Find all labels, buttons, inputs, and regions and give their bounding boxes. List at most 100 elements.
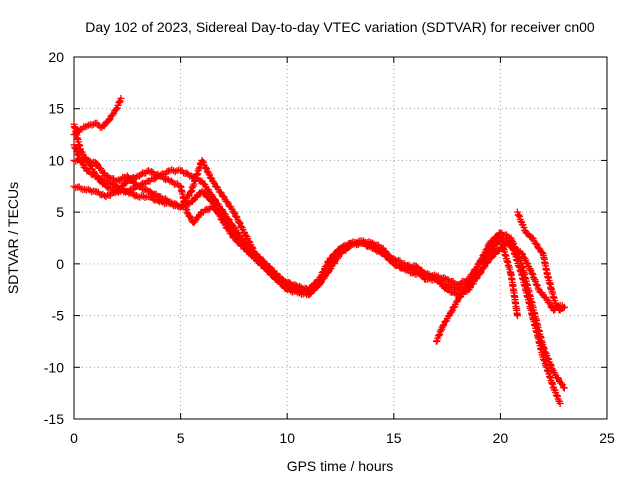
data-point-trail	[70, 123, 84, 153]
data-point-marker	[513, 312, 521, 320]
data-point-marker	[560, 303, 568, 311]
data-point-marker	[556, 399, 564, 407]
data-point-marker	[526, 265, 534, 273]
data-point-trail	[514, 211, 525, 225]
data-point-marker	[475, 260, 483, 268]
data-point-marker	[390, 260, 398, 268]
data-point-trail	[527, 267, 542, 292]
data-point-marker	[400, 265, 408, 273]
data-point-marker	[145, 167, 153, 175]
data-point-trail	[220, 193, 237, 216]
data-point-trail	[511, 244, 524, 256]
data-series	[70, 94, 568, 407]
data-point-trail	[231, 234, 247, 250]
y-tick-label: -10	[44, 359, 64, 375]
data-point-trail	[78, 123, 89, 133]
data-point-trail	[487, 246, 503, 262]
data-point-trail	[77, 158, 90, 172]
data-point-marker	[439, 322, 447, 330]
data-point-trail	[85, 120, 98, 129]
data-point-trail	[146, 168, 162, 179]
series-track-d	[70, 167, 521, 320]
data-point-trail	[402, 266, 418, 277]
y-tick-label: 0	[56, 256, 64, 272]
chart-title: Day 102 of 2023, Sidereal Day-to-day VTE…	[85, 19, 595, 35]
data-point-trail	[93, 119, 104, 131]
data-point-trail	[274, 276, 289, 286]
data-point-marker	[230, 208, 238, 216]
data-point-trail	[370, 242, 386, 256]
data-point-trail	[199, 179, 216, 199]
x-tick-label: 10	[279, 430, 295, 446]
data-point-trail	[146, 193, 162, 204]
x-axis-title: GPS time / hours	[287, 458, 394, 474]
y-tick-label: 20	[48, 49, 64, 65]
data-point-marker	[326, 265, 334, 273]
data-point-marker	[123, 187, 131, 195]
data-point-trail	[157, 197, 172, 208]
data-point-trail	[553, 302, 563, 314]
data-point-trail	[476, 245, 493, 267]
data-point-trail	[465, 260, 482, 283]
data-point-trail	[242, 245, 258, 261]
data-point-marker	[560, 384, 568, 392]
data-point-trail	[544, 298, 557, 312]
data-point-trail	[529, 235, 542, 251]
data-point-trail	[199, 158, 216, 183]
data-point-marker	[518, 250, 526, 258]
x-tick-label: 15	[386, 430, 402, 446]
data-point-trail	[178, 199, 194, 210]
series-track-g	[513, 208, 568, 314]
x-tick-label: 0	[70, 430, 78, 446]
data-point-trail	[498, 241, 509, 252]
data-point-trail	[536, 245, 546, 256]
data-point-trail	[434, 276, 450, 292]
data-point-trail	[316, 267, 333, 286]
data-point-trail	[92, 159, 109, 178]
data-point-trail	[380, 251, 397, 266]
data-point-trail	[519, 250, 533, 272]
data-point-trail	[210, 178, 226, 200]
data-point-trail	[507, 272, 521, 318]
y-tick-label: -5	[52, 308, 65, 324]
data-point-trail	[360, 239, 375, 249]
data-point-trail	[476, 256, 493, 277]
data-point-trail	[536, 288, 550, 302]
data-point-trail	[518, 221, 529, 235]
axis-tick-labels: 0 5 10 15 20 25 -15 -10 -5 0 5 10 15 20	[44, 49, 615, 446]
axis-ticks	[73, 56, 608, 420]
data-point-trail	[446, 298, 461, 318]
data-point-trail	[209, 199, 226, 224]
y-axis-title: SDTVAR / TECUs	[5, 182, 21, 294]
data-point-marker	[183, 208, 191, 216]
data-point-trail	[540, 355, 557, 391]
y-tick-label: 5	[56, 204, 64, 220]
data-point-trail	[113, 97, 124, 112]
data-point-trail	[338, 242, 354, 257]
data-point-trail	[455, 283, 471, 302]
y-tick-label: 15	[48, 101, 64, 117]
data-point-trail	[529, 314, 547, 359]
data-point-trail	[327, 245, 343, 262]
data-point-trail	[434, 272, 449, 282]
data-point-trail	[157, 172, 172, 184]
x-tick-label: 5	[177, 430, 185, 446]
y-tick-label: 10	[48, 152, 64, 168]
data-point-trail	[84, 167, 98, 179]
data-point-trail	[252, 257, 269, 272]
data-point-trail	[125, 173, 140, 185]
data-point-trail	[558, 304, 567, 312]
data-point-trail	[220, 219, 237, 241]
data-point-trail	[518, 272, 536, 318]
x-tick-label: 25	[599, 430, 615, 446]
data-point-trail	[263, 262, 279, 277]
data-point-marker	[113, 105, 121, 113]
data-point-trail	[551, 369, 567, 391]
grid	[74, 57, 607, 419]
data-point-trail	[424, 270, 439, 280]
data-point-marker	[102, 193, 110, 201]
plot-frame	[73, 56, 608, 420]
series-track-e	[70, 141, 334, 294]
data-point-trail	[168, 166, 183, 176]
